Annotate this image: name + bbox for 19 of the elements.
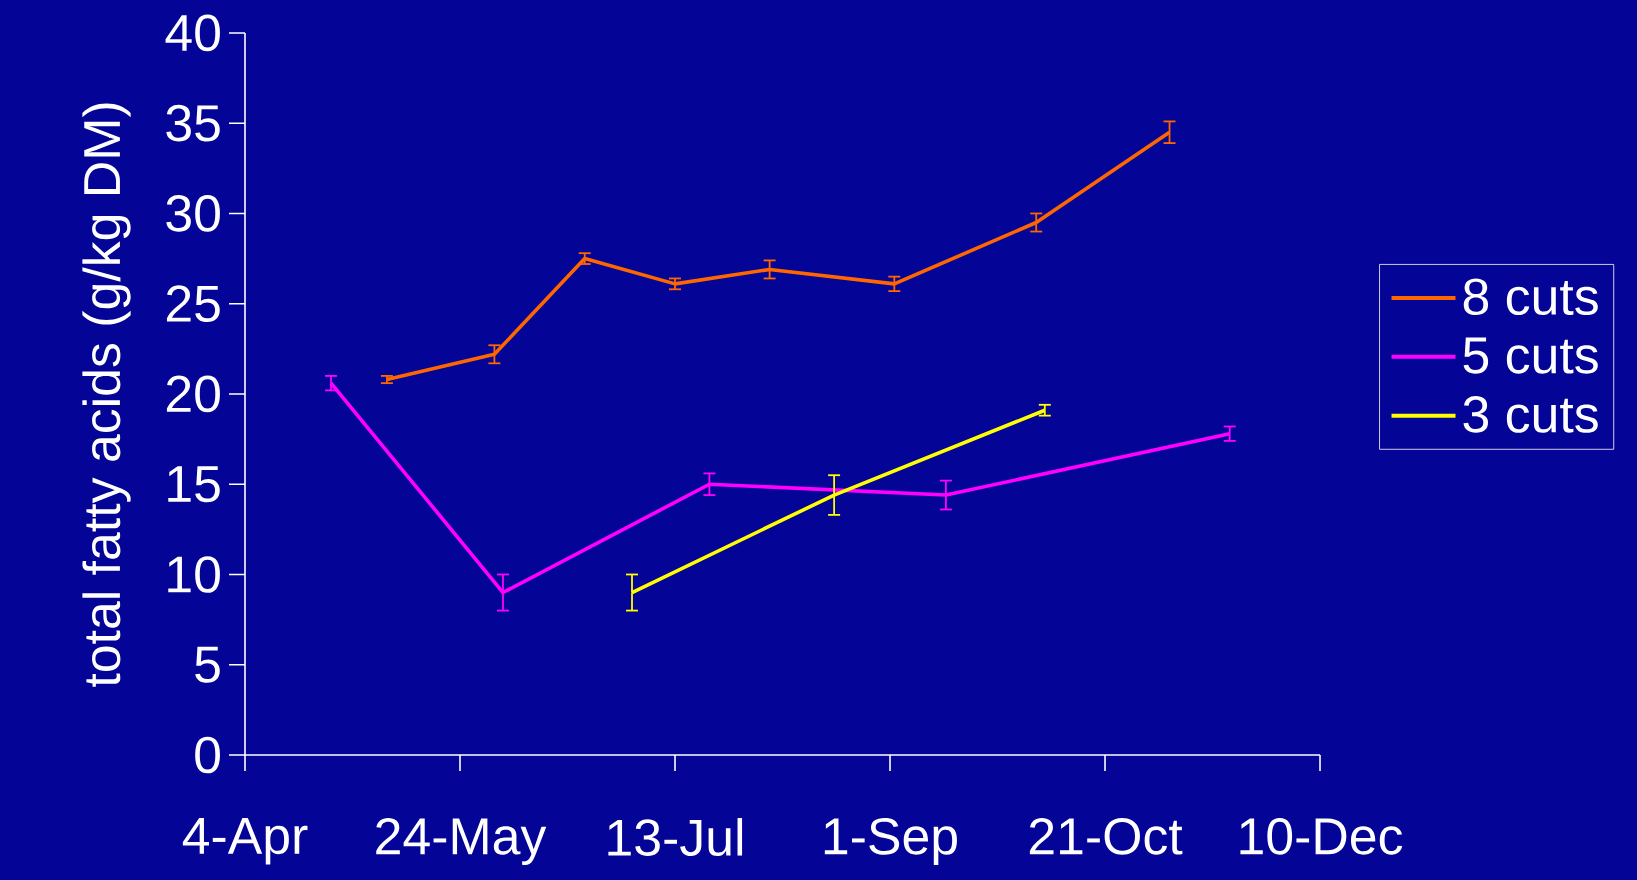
y-axis-title: total fatty acids (g/kg DM) (82, 103, 131, 687)
x-tick-label: 4-Apr (182, 818, 308, 865)
legend-label: 5 cuts (1463, 337, 1598, 374)
y-tick-label: 35 (166, 104, 220, 142)
legend-label: 8 cuts (1463, 278, 1598, 316)
y-tick-label: 15 (168, 466, 220, 503)
y-tick-label: 40 (165, 14, 220, 52)
y-tick-label: 30 (166, 195, 220, 232)
x-tick-label: 1-Sep (824, 818, 957, 865)
y-tick-label: 5 (195, 646, 220, 683)
y-tick-label: 0 (195, 736, 220, 774)
y-tick-label: 20 (166, 375, 220, 413)
y-tick-label: 25 (166, 285, 220, 323)
x-tick-label: 21-Oct (1029, 818, 1183, 855)
x-tick-label: 13-Jul (608, 818, 743, 857)
x-tick-label: 10-Dec (1240, 818, 1403, 855)
legend-label: 3 cuts (1463, 396, 1598, 433)
y-tick-label: 10 (168, 556, 220, 593)
x-tick-label: 24-May (376, 818, 547, 865)
